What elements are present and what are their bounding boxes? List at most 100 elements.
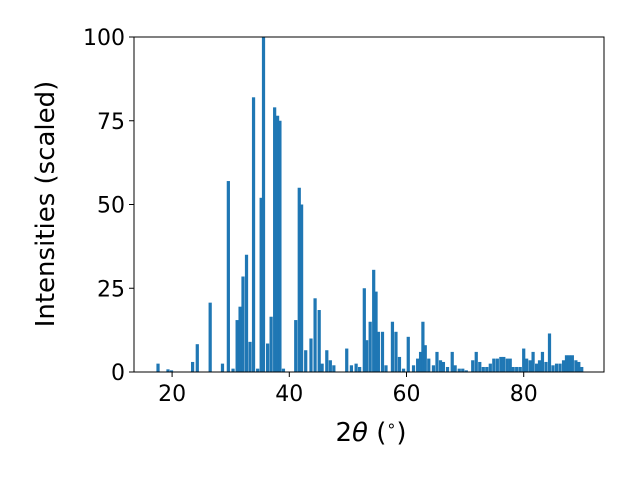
bar <box>531 351 535 372</box>
bar <box>416 358 420 372</box>
bar <box>384 365 388 372</box>
bar <box>577 361 581 372</box>
bar <box>231 368 235 372</box>
bars-group <box>156 37 584 373</box>
bar <box>481 366 485 372</box>
bar <box>564 355 569 372</box>
bar <box>580 366 584 372</box>
x-axis-label-theta: θ <box>352 418 368 448</box>
bar <box>273 107 277 372</box>
bar <box>450 351 454 372</box>
bar <box>345 348 349 372</box>
bar <box>294 320 298 372</box>
bar <box>554 363 559 373</box>
bar <box>332 365 336 372</box>
bar <box>411 365 416 372</box>
bar <box>362 288 366 372</box>
bar <box>390 321 395 372</box>
bar <box>461 368 465 372</box>
bar <box>511 366 515 372</box>
bar <box>269 316 273 372</box>
x-tick-label: 40 <box>275 382 303 407</box>
bar <box>372 269 376 372</box>
x-axis-label-degree: ∘ <box>386 416 396 435</box>
bar <box>508 358 512 372</box>
bar <box>259 197 263 372</box>
bar <box>354 363 358 373</box>
bar <box>525 358 529 372</box>
bar <box>281 368 286 372</box>
bar <box>457 368 461 372</box>
bar <box>464 370 468 372</box>
bar <box>313 298 317 372</box>
bar <box>505 358 509 372</box>
bar <box>317 310 321 372</box>
bar <box>169 370 174 372</box>
bar <box>248 341 252 372</box>
bar <box>537 360 542 372</box>
bar <box>374 291 378 372</box>
bar <box>261 37 266 372</box>
bar <box>502 356 506 372</box>
bar <box>244 254 249 372</box>
bar <box>474 351 478 372</box>
bar <box>406 336 410 372</box>
bar <box>309 338 313 372</box>
x-tick-label: 20 <box>158 382 186 407</box>
bar <box>495 358 499 372</box>
bar <box>166 369 170 372</box>
bar <box>297 187 301 372</box>
bar <box>299 204 304 372</box>
bar <box>376 331 380 372</box>
y-tick-label: 50 <box>97 194 125 219</box>
bar <box>320 363 324 373</box>
bar <box>156 363 160 373</box>
bar <box>499 356 503 372</box>
bar <box>478 361 482 372</box>
bar <box>427 358 431 372</box>
bar <box>441 361 446 372</box>
y-axis-ticks: 0 25 50 75 100 <box>83 26 134 386</box>
bar <box>418 351 423 372</box>
bar <box>380 331 385 372</box>
bar <box>534 363 539 373</box>
bar <box>397 356 402 372</box>
bar <box>394 331 398 372</box>
bar <box>238 306 242 372</box>
x-axis-label-part: 2 <box>335 418 352 448</box>
bar <box>574 360 578 372</box>
bar <box>349 365 354 372</box>
bar <box>438 360 443 372</box>
bar <box>544 361 548 372</box>
bar <box>220 363 225 373</box>
bar <box>195 344 199 372</box>
y-tick-label: 25 <box>97 277 125 302</box>
bar <box>561 360 566 372</box>
bar <box>304 350 308 372</box>
bar <box>453 365 457 372</box>
y-tick-label: 100 <box>83 26 125 51</box>
bar <box>522 348 526 372</box>
y-tick-label: 0 <box>111 361 125 386</box>
bar <box>492 358 496 372</box>
x-axis-label-part: ) <box>396 418 406 448</box>
y-axis-label: Intensities (scaled) <box>31 81 61 328</box>
bar <box>251 97 256 373</box>
bar <box>431 365 436 372</box>
bar <box>275 115 280 372</box>
bar <box>528 360 532 372</box>
x-tick-label: 60 <box>393 382 421 407</box>
bar <box>266 343 270 372</box>
bar <box>518 366 522 372</box>
y-tick-label: 75 <box>97 110 125 135</box>
bar <box>235 320 239 372</box>
bar <box>241 276 245 372</box>
x-axis-label-part: ( <box>368 418 386 448</box>
bar <box>567 355 572 372</box>
bar <box>445 366 450 372</box>
bar <box>358 366 362 372</box>
bar <box>471 360 475 372</box>
bar <box>325 350 329 372</box>
bar <box>515 366 519 372</box>
bar <box>485 366 489 372</box>
